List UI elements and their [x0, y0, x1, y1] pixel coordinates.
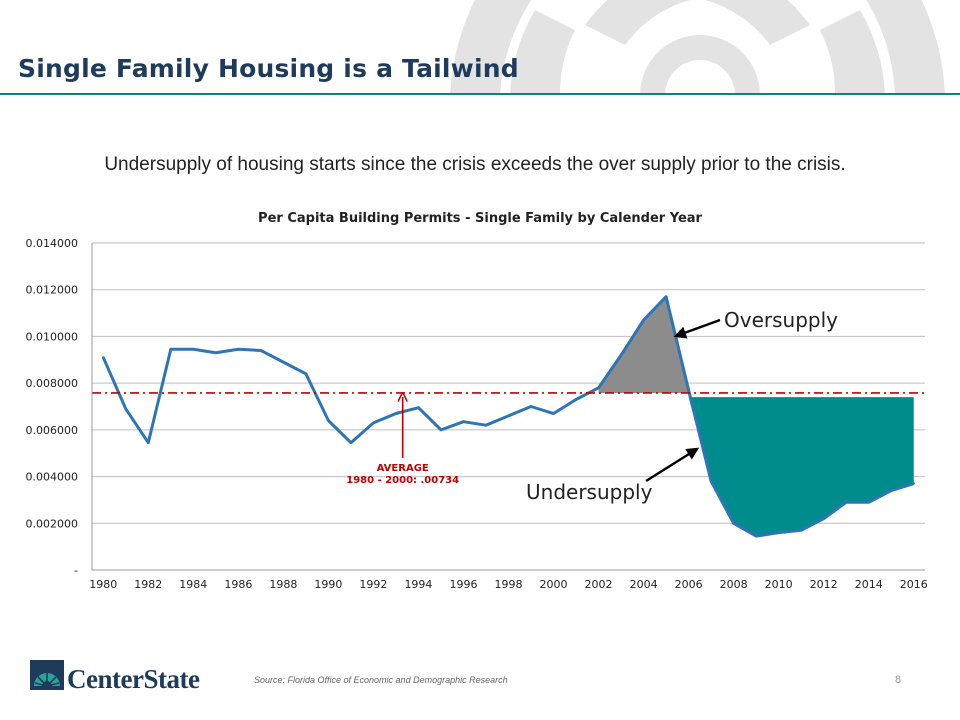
oversupply-label: Oversupply	[724, 308, 838, 332]
oversupply-area	[598, 296, 689, 393]
x-tick-label: 1994	[404, 578, 432, 591]
data-point	[439, 428, 443, 432]
data-point	[687, 388, 690, 392]
average-label-line2: 1980 - 2000: .00734	[346, 475, 459, 486]
data-point	[372, 421, 375, 425]
data-point	[574, 398, 578, 401]
undersupply-arrow	[645, 447, 700, 483]
x-tick-label: 1988	[269, 578, 297, 591]
x-tick-label: 1986	[224, 578, 252, 591]
data-point	[642, 318, 645, 322]
y-tick-label: 0.014000	[26, 237, 79, 250]
data-point	[102, 356, 105, 359]
data-point	[619, 353, 623, 357]
data-point	[394, 412, 398, 415]
data-point	[304, 372, 308, 375]
x-tick-label: 2010	[765, 578, 793, 591]
x-tick-label: 2004	[630, 578, 658, 591]
x-tick-label: 1990	[314, 578, 342, 591]
data-point	[912, 482, 915, 485]
data-point	[754, 534, 758, 538]
x-tick-label: 2008	[720, 578, 748, 591]
data-point	[349, 441, 353, 444]
data-point	[507, 414, 510, 418]
data-point	[867, 501, 870, 504]
data-point	[214, 351, 218, 354]
data-point	[417, 406, 420, 409]
page-number: 8	[895, 674, 902, 686]
data-point	[529, 405, 533, 408]
average-label-line1: AVERAGE	[377, 463, 429, 474]
y-tick-label: 0.004000	[26, 471, 79, 484]
data-point	[597, 386, 600, 390]
x-tick-label: 1998	[495, 578, 523, 591]
undersupply-label: Undersupply	[526, 480, 653, 504]
data-point	[709, 480, 713, 483]
data-point	[237, 348, 240, 351]
data-point	[192, 348, 195, 351]
x-tick-label: 1984	[179, 578, 207, 591]
data-point	[327, 419, 330, 422]
x-tick-label: 2012	[810, 578, 838, 591]
x-tick-label: 1980	[89, 578, 117, 591]
data-point	[259, 349, 263, 352]
centerstate-logo-icon	[30, 660, 64, 690]
y-tick-label: 0.006000	[26, 424, 79, 437]
source-note: Source: Florida Office of Economic and D…	[254, 675, 508, 685]
data-point	[845, 501, 848, 504]
data-point	[282, 360, 285, 364]
data-point	[664, 295, 668, 298]
data-point	[777, 531, 780, 534]
x-tick-label: 2000	[540, 578, 568, 591]
data-point	[169, 348, 172, 351]
y-tick-label: 0.002000	[26, 517, 79, 530]
y-tick-label: 0.010000	[26, 330, 79, 343]
data-point	[124, 407, 127, 411]
y-tick-label: 0.012000	[26, 284, 79, 297]
undersupply-area	[688, 397, 914, 537]
slide-subtitle: Undersupply of housing starts since the …	[104, 154, 846, 175]
x-tick-label: 2016	[900, 578, 928, 591]
x-tick-label: 1996	[449, 578, 477, 591]
data-point	[462, 420, 465, 423]
data-point	[822, 517, 825, 520]
background-wheel-graphic	[450, 0, 945, 95]
chart-title: Per Capita Building Permits - Single Fam…	[258, 211, 702, 226]
title-divider	[0, 93, 960, 95]
y-tick-label: 0.008000	[26, 377, 79, 390]
company-logo-text: CenterState	[67, 664, 200, 694]
y-tick-label: -	[74, 564, 78, 577]
slide-title: Single Family Housing is a Tailwind	[18, 54, 519, 83]
data-point	[147, 441, 150, 444]
x-tick-label: 2006	[675, 578, 703, 591]
data-point	[552, 412, 555, 415]
data-point	[732, 522, 735, 525]
x-tick-label: 2014	[855, 578, 883, 591]
data-point	[484, 423, 488, 427]
x-tick-label: 2002	[585, 578, 613, 591]
x-tick-label: 1982	[134, 578, 162, 591]
data-point	[799, 529, 803, 532]
x-tick-label: 1992	[359, 578, 387, 591]
oversupply-arrow	[673, 318, 721, 339]
data-point	[890, 489, 893, 492]
